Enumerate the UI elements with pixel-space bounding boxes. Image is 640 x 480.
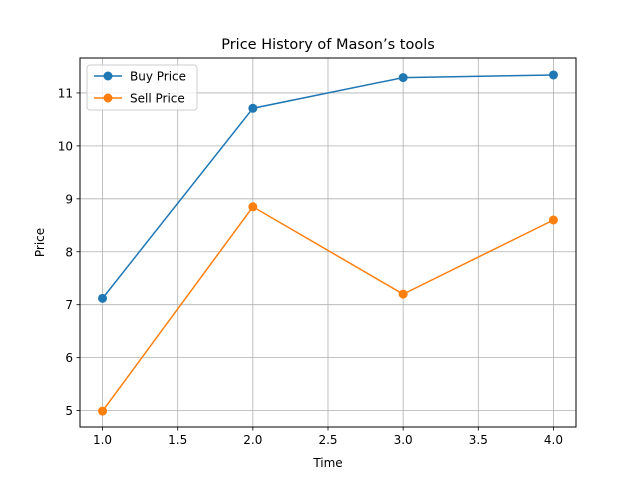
x-tick-label: 2.0 [243,433,262,447]
y-tick-label: 6 [65,351,73,365]
y-tick-label: 11 [58,86,73,100]
y-tick-label: 5 [65,404,73,418]
y-tick-label: 8 [65,245,73,259]
chart-title: Price History of Mason’s tools [221,37,435,53]
legend-label-buy-price: Buy Price [130,70,186,84]
x-axis-label: Time [312,456,342,470]
x-tick-label: 2.5 [318,433,337,447]
y-tick-label: 10 [58,139,73,153]
buy-price-point [548,70,558,80]
buy-price-point [248,103,258,113]
series-layer [98,70,558,416]
legend-swatch-marker [103,71,113,81]
y-axis-label: Price [33,228,47,257]
y-tick-label: 7 [65,298,73,312]
legend-swatch-marker [103,93,113,103]
x-tick-label: 4.0 [544,433,563,447]
legend-label-sell-price: Sell Price [130,92,185,106]
sell-price-point [398,289,408,299]
x-tick-label: 1.0 [93,433,112,447]
buy-price-point [398,73,408,83]
x-tick-label: 3.0 [394,433,413,447]
legend: Buy Price Sell Price [86,64,198,111]
x-tick-label: 3.5 [469,433,488,447]
sell-price-point [248,202,258,212]
sell-price-point [548,215,558,225]
sell-price-line [101,206,554,412]
sell-price-point [98,406,108,416]
y-tick-label: 9 [65,192,73,206]
buy-price-line [101,74,554,299]
axis-ticks: 1.0 1.5 2.0 2.5 3.0 3.5 4.0 5 6 7 8 9 10 11 [58,86,563,447]
x-tick-label: 1.5 [168,433,187,447]
buy-price-point [98,293,108,303]
